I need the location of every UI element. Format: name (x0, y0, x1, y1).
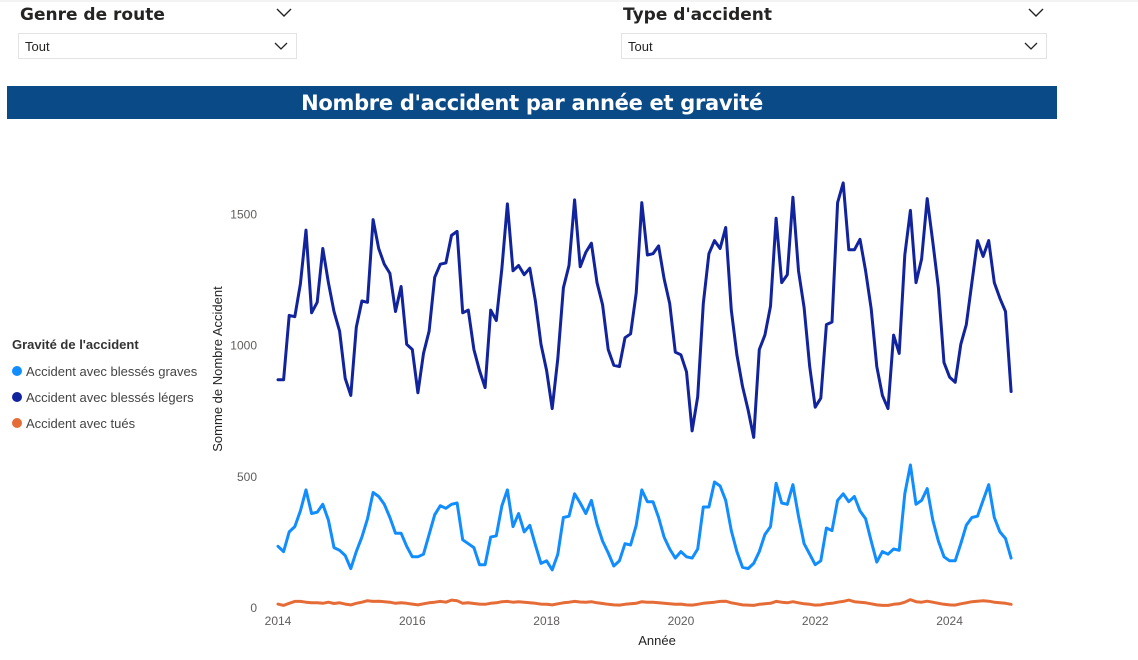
y-axis-ticks: 0 500 1000 1500 (230, 207, 257, 615)
chart-lines (276, 181, 1013, 607)
legend-item-blesses-legers[interactable]: Accident avec blessés légers (12, 384, 197, 410)
top-divider (0, 0, 1138, 2)
y-tick-label: 0 (250, 601, 257, 615)
type-accident-selected-value: Tout (628, 39, 653, 54)
y-tick-label: 500 (237, 470, 257, 484)
legend-marker-tues (12, 418, 22, 428)
x-axis-title: Année (638, 633, 676, 648)
x-tick-label: 2016 (399, 614, 426, 628)
x-tick-label: 2022 (802, 614, 829, 628)
genre-route-dropdown[interactable]: Tout (18, 33, 297, 59)
legend-title: Gravité de l'accident (12, 337, 139, 352)
legend-label-tues: Accident avec tués (26, 415, 136, 431)
legend-item-blesses-graves[interactable]: Accident avec blessés graves (12, 358, 197, 384)
x-tick-label: 2018 (533, 614, 560, 628)
slicer-genre-route: Genre de route Tout (18, 2, 298, 60)
chart-legend: Gravité de l'accident Accident avec bles… (12, 337, 197, 436)
legend-label-blesses-legers: Accident avec blessés légers (26, 389, 194, 405)
legend-marker-blesses-legers (12, 392, 22, 402)
chevron-down-icon (1024, 42, 1038, 50)
series-line-blesses-graves[interactable] (276, 463, 1013, 572)
chevron-down-icon[interactable] (276, 8, 292, 18)
x-axis-ticks: 2014 2016 2018 2020 2022 2024 (265, 614, 964, 628)
series-line-blesses-legers[interactable] (276, 181, 1013, 439)
type-accident-dropdown[interactable]: Tout (621, 33, 1047, 59)
x-tick-label: 2024 (936, 614, 963, 628)
chart-title-banner: Nombre d'accident par année et gravité (7, 86, 1057, 119)
chart-title: Nombre d'accident par année et gravité (301, 90, 763, 115)
y-axis-title: Somme de Nombre Accident (210, 286, 225, 452)
series-line-tues[interactable] (276, 598, 1013, 607)
legend-marker-blesses-graves (12, 366, 22, 376)
slicer-type-accident: Type d'accident Tout (621, 2, 1049, 60)
chevron-down-icon (274, 42, 288, 50)
chevron-down-icon[interactable] (1028, 8, 1044, 18)
slicer-type-accident-title: Type d'accident (623, 5, 773, 25)
slicer-genre-route-title: Genre de route (20, 5, 165, 25)
genre-route-selected-value: Tout (25, 39, 50, 54)
x-tick-label: 2020 (668, 614, 695, 628)
y-tick-label: 1000 (230, 339, 257, 353)
y-tick-label: 1500 (230, 207, 257, 221)
legend-item-tues[interactable]: Accident avec tués (12, 410, 197, 436)
legend-label-blesses-graves: Accident avec blessés graves (26, 363, 198, 379)
x-tick-label: 2014 (265, 614, 292, 628)
